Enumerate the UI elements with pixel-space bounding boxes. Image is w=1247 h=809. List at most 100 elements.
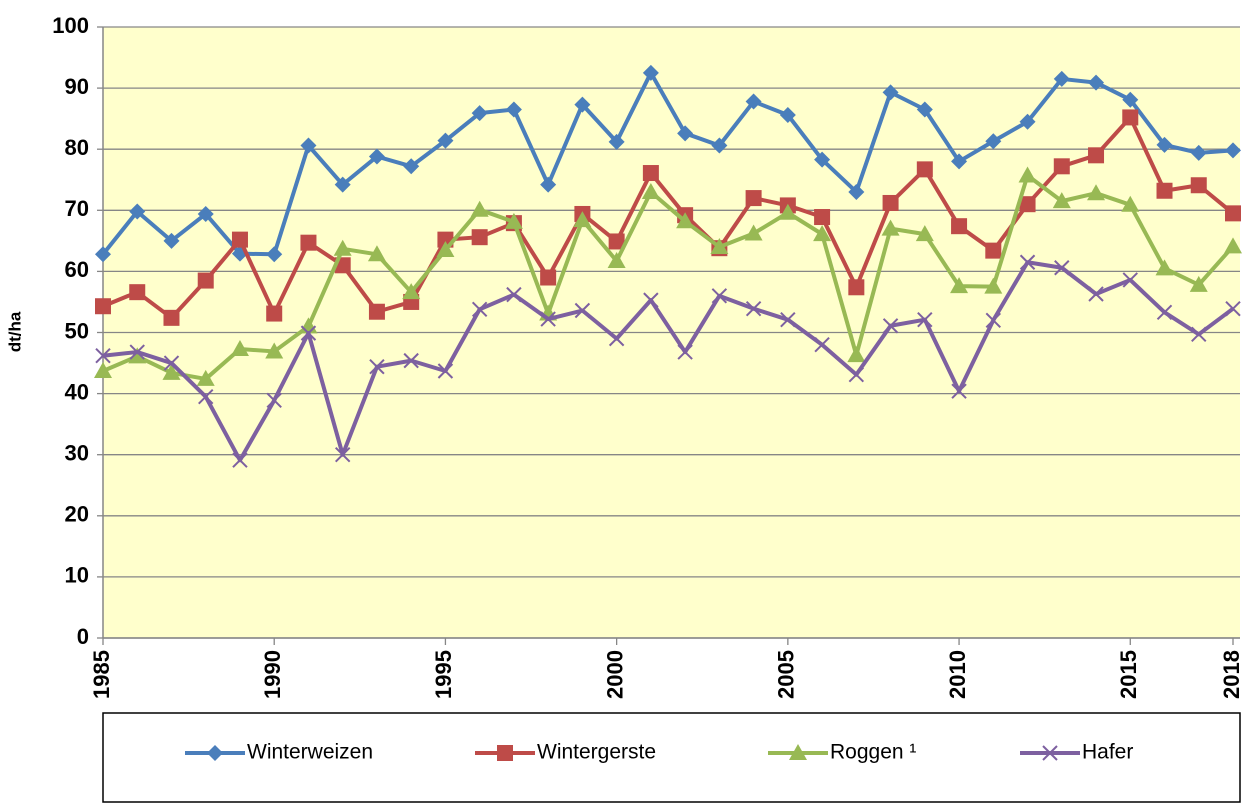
x-tick-label: 2015 — [1116, 650, 1141, 699]
marker — [471, 229, 488, 246]
x-tick-label: 2010 — [945, 650, 970, 699]
y-tick-label: 90 — [65, 74, 89, 99]
marker — [1121, 195, 1140, 212]
marker — [471, 105, 488, 122]
y-tick-label: 70 — [65, 196, 89, 221]
marker — [368, 148, 385, 165]
marker — [951, 218, 968, 235]
marker — [1053, 158, 1070, 175]
marker — [881, 219, 900, 236]
marker — [436, 241, 455, 258]
marker — [1225, 142, 1241, 159]
marker — [1054, 260, 1070, 276]
marker — [207, 745, 223, 761]
marker — [1042, 745, 1058, 761]
marker — [813, 225, 832, 242]
marker — [95, 348, 111, 364]
marker — [162, 363, 181, 380]
series-line — [101, 70, 1234, 257]
marker — [334, 446, 351, 463]
marker — [128, 347, 147, 364]
marker — [504, 212, 523, 229]
series-line — [102, 115, 1235, 320]
marker — [744, 224, 763, 241]
marker — [814, 337, 830, 353]
y-axis-label: dt/ha — [5, 311, 24, 352]
marker — [333, 239, 352, 256]
marker — [1122, 109, 1139, 126]
x-tick-label: 2000 — [602, 650, 627, 699]
marker — [1224, 237, 1242, 254]
marker — [1088, 74, 1105, 91]
y-tick-label: 30 — [65, 441, 89, 466]
marker — [129, 344, 145, 360]
marker — [745, 300, 762, 317]
marker — [789, 744, 807, 760]
marker — [1191, 326, 1207, 343]
marker — [916, 161, 933, 178]
y-tick-label: 20 — [65, 502, 89, 527]
marker — [265, 342, 284, 359]
x-tick-label: 2005 — [774, 650, 799, 699]
marker — [497, 745, 513, 761]
marker — [951, 153, 968, 170]
marker — [403, 158, 420, 175]
series-line — [102, 173, 1235, 381]
marker — [985, 312, 1002, 328]
marker — [367, 245, 386, 262]
marker — [643, 292, 659, 308]
marker — [402, 283, 421, 300]
legend-box — [102, 712, 1241, 803]
marker — [1088, 286, 1104, 302]
marker — [300, 137, 317, 154]
y-tick-label: 100 — [52, 13, 89, 38]
marker — [230, 339, 249, 356]
marker — [540, 269, 557, 286]
marker — [163, 232, 180, 249]
marker — [1225, 300, 1241, 317]
marker — [711, 137, 728, 154]
marker — [608, 133, 625, 150]
marker — [1053, 70, 1070, 87]
marker — [814, 151, 831, 168]
marker — [1018, 166, 1037, 183]
marker — [1019, 196, 1036, 213]
marker — [882, 194, 899, 211]
marker — [848, 279, 865, 296]
legend-label: Roggen ¹ — [830, 741, 916, 764]
marker — [573, 211, 592, 228]
marker — [95, 246, 111, 263]
marker — [403, 352, 419, 369]
marker — [197, 272, 214, 289]
legend-label: Winterweizen — [247, 741, 373, 764]
marker — [231, 231, 248, 248]
marker — [985, 242, 1002, 259]
y-tick-label: 80 — [65, 135, 89, 160]
marker — [505, 101, 522, 118]
marker — [1122, 272, 1138, 288]
marker — [780, 311, 796, 328]
marker — [198, 388, 214, 405]
marker — [506, 286, 522, 303]
marker — [608, 330, 625, 347]
marker — [1225, 205, 1241, 222]
marker — [471, 301, 488, 317]
legend-label: Wintergerste — [537, 741, 656, 764]
marker — [1088, 147, 1105, 164]
y-tick-label: 50 — [65, 318, 89, 343]
marker — [882, 84, 899, 101]
marker — [1155, 259, 1174, 276]
marker — [232, 452, 248, 468]
marker — [163, 355, 180, 371]
y-tick-label: 60 — [65, 257, 89, 282]
marker — [711, 288, 728, 304]
marker — [778, 203, 797, 220]
marker — [1019, 113, 1036, 130]
marker — [1189, 275, 1208, 292]
marker — [607, 252, 626, 269]
marker — [1156, 304, 1173, 321]
marker — [917, 311, 933, 328]
marker — [1190, 144, 1207, 161]
